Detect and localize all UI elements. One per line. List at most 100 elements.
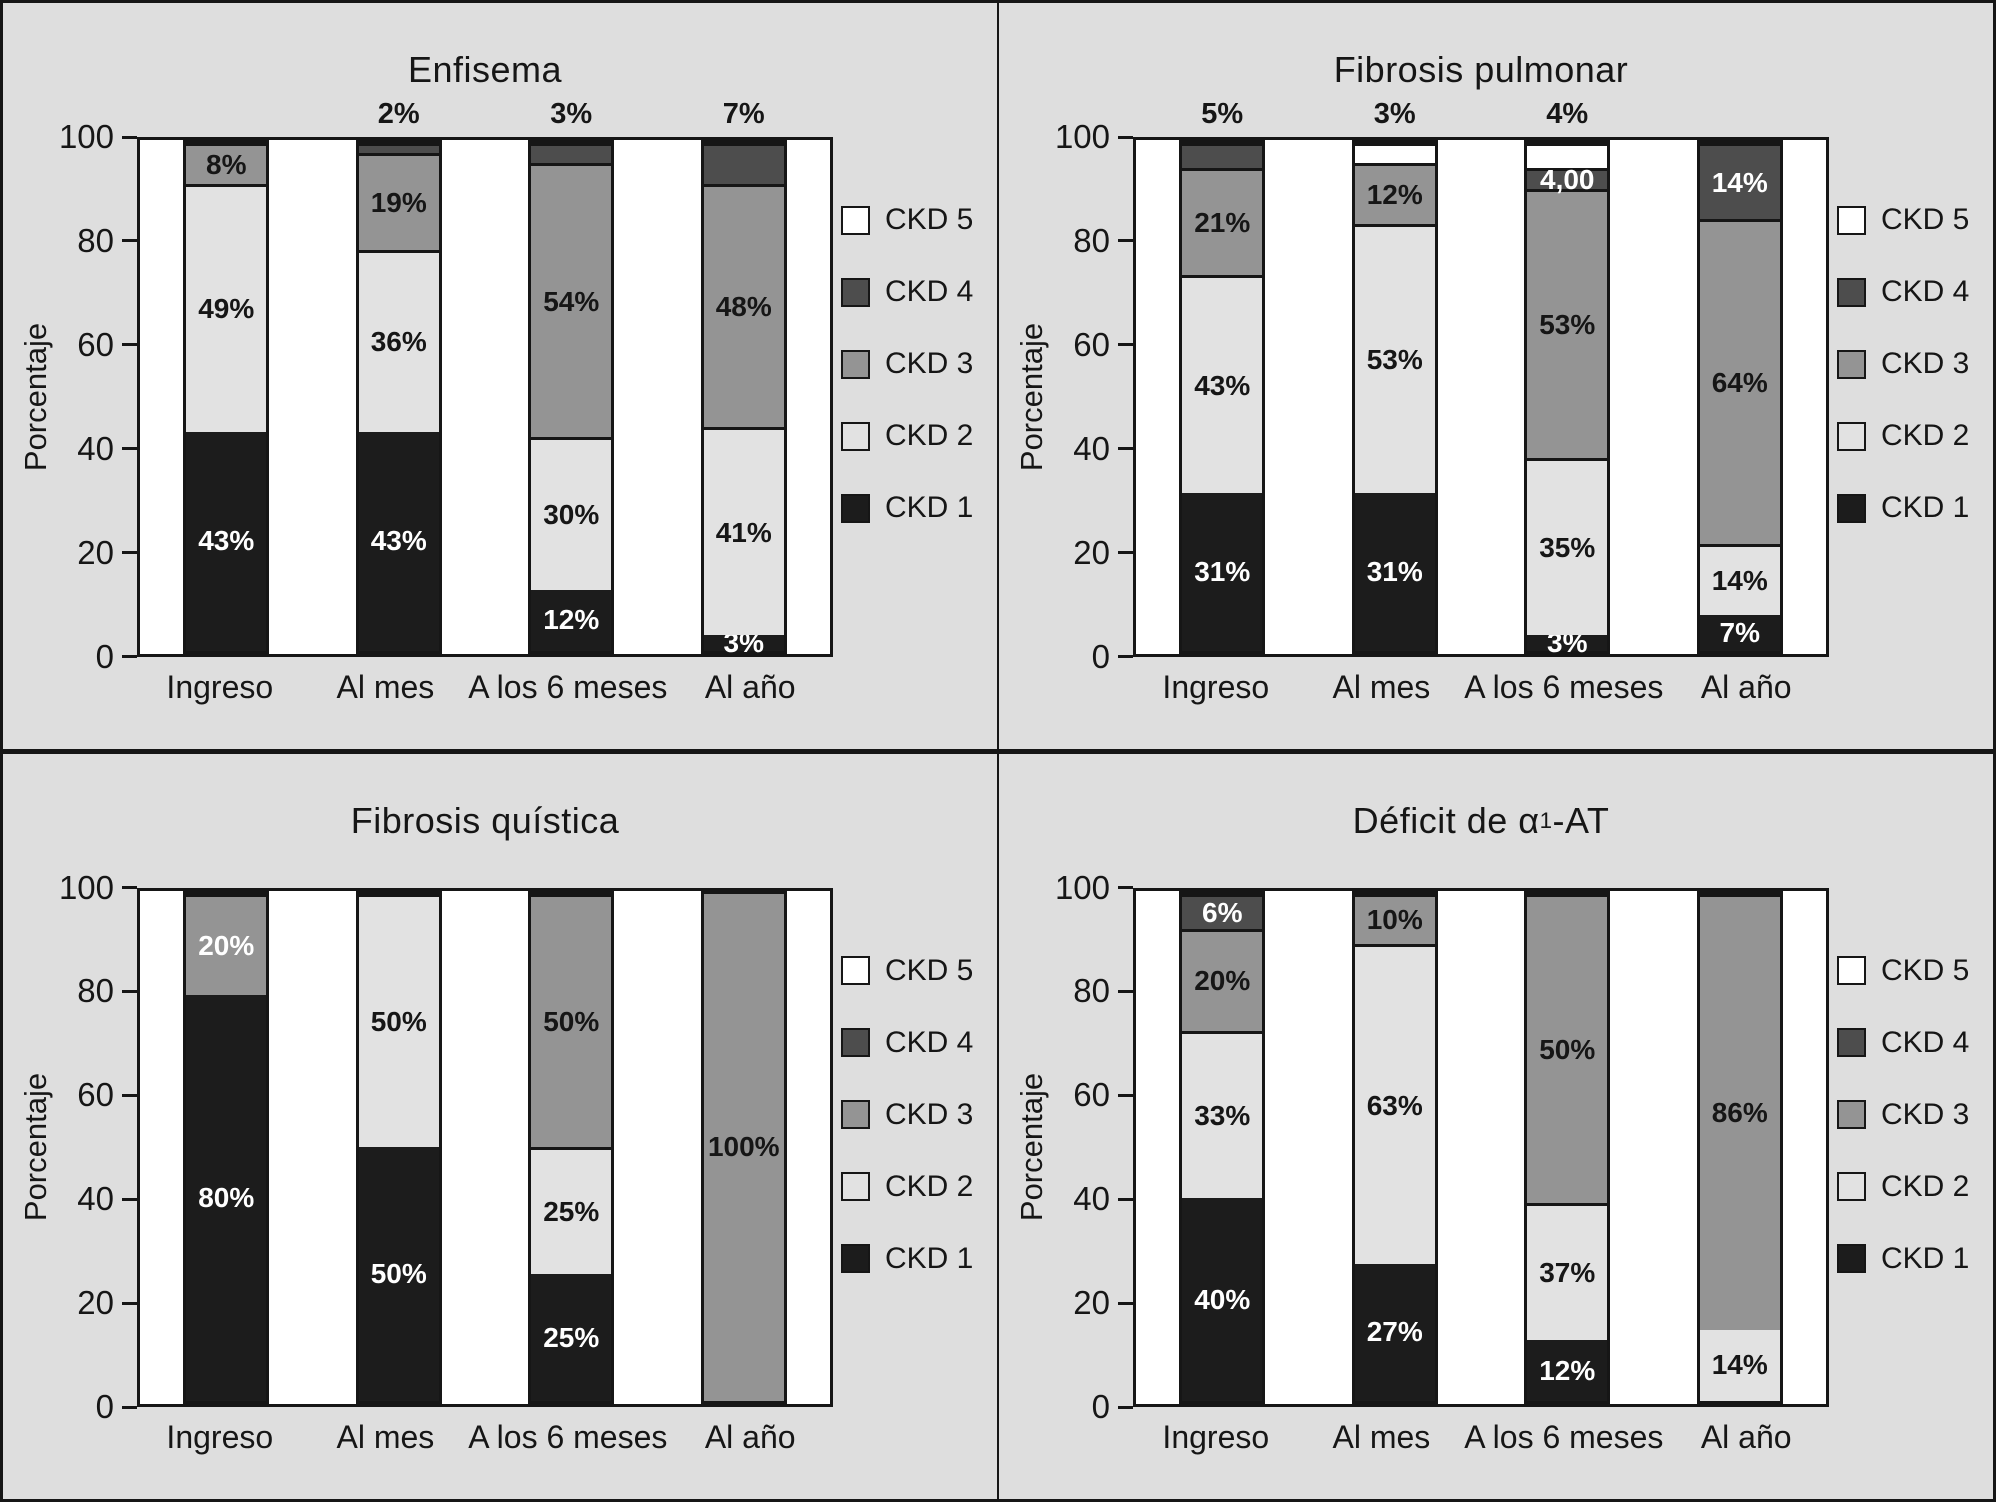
legend-label: CKD 1 — [885, 1241, 974, 1275]
legend-item: CKD 5 — [841, 203, 973, 237]
bar-segment-ckd1: 31% — [1354, 493, 1435, 651]
y-tick-mark — [122, 886, 137, 889]
legend-label: CKD 5 — [885, 953, 974, 987]
legend-label: CKD 3 — [1881, 347, 1970, 380]
segment-label: 43% — [198, 525, 255, 557]
y-tick-label: 60 — [77, 1076, 114, 1114]
y-tick-mark — [1118, 886, 1133, 889]
y-tick: 20 — [77, 534, 137, 572]
y-tick-label: 40 — [1073, 429, 1110, 467]
bar-segment-ckd2: 30% — [531, 437, 612, 590]
legend-swatch-ckd2 — [1837, 1172, 1866, 1201]
x-axis-labels: Ingreso Al mes A los 6 meses Al año — [137, 1407, 833, 1499]
stacked-bar: 7% 14% 64% 14% — [1696, 140, 1783, 654]
y-tick: 0 — [96, 1388, 137, 1426]
x-axis-label: Al año — [704, 1419, 796, 1455]
bar-slot: 31% 53% 12% 3% — [1309, 98, 1482, 654]
segment-label: 20% — [198, 929, 255, 961]
stacked-bar: 12% 30% 54% 3% — [528, 98, 615, 654]
legend-item: CKD 4 — [841, 1026, 973, 1060]
x-axis-labels: Ingreso Al mes A los 6 meses Al año — [1133, 657, 1829, 749]
bar-slot: 31% 43% 21% 5% — [1136, 98, 1309, 654]
segment-label: 43% — [1194, 369, 1251, 401]
y-tick-mark — [122, 1093, 137, 1097]
y-tick: 40 — [1073, 1180, 1133, 1218]
legend-item: CKD 3 — [841, 347, 973, 381]
plot-area: 31% 43% 21% 5% 31% 53% 12% 3% 3% 35% 53% 4,00 4% 7% 14… — [1133, 98, 1829, 657]
y-tick-label: 100 — [58, 118, 114, 155]
legend-item: CKD 4 — [1837, 275, 1969, 309]
legend-item: CKD 2 — [841, 419, 973, 453]
legend-label: CKD 3 — [885, 347, 974, 380]
x-axis-label: Ingreso — [166, 1419, 274, 1455]
y-axis-label: Porcentaje — [18, 1073, 53, 1222]
legend-swatch-ckd3 — [841, 1100, 870, 1129]
y-tick-mark — [1118, 447, 1133, 451]
x-axis-label: Al mes — [336, 1419, 435, 1455]
stacked-bar: 27% 63% 10% — [1351, 890, 1438, 1404]
legend-swatch-ckd4 — [841, 277, 870, 307]
bar-segment-ckd1: 12% — [531, 589, 612, 651]
segment-label: 3% — [723, 626, 764, 658]
bar-segment-ckd3: 8% — [186, 143, 267, 184]
legend-item: CKD 3 — [1837, 1098, 1969, 1132]
segment-label: 33% — [1194, 1099, 1251, 1131]
y-tick-label: 60 — [1073, 325, 1110, 363]
segment-label: 8% — [206, 148, 247, 180]
y-tick-mark — [1118, 655, 1133, 658]
bar-slot: 12% 30% 54% 3% — [485, 98, 658, 654]
bar-segment-ckd2: 25% — [531, 1147, 612, 1275]
x-axis-label: A los 6 meses — [1464, 1419, 1664, 1455]
legend-item: CKD 4 — [1837, 1026, 1969, 1060]
y-tick: 60 — [77, 326, 137, 364]
segment-label: 50% — [370, 1258, 427, 1290]
bar-segment-ckd2: 14% — [1699, 1329, 1780, 1401]
legend-label: CKD 2 — [885, 1169, 974, 1203]
y-tick-label: 80 — [77, 972, 114, 1010]
y-tick-label: 40 — [1073, 1180, 1110, 1218]
bar-segment-ckd4 — [358, 143, 439, 154]
y-tick: 20 — [77, 1284, 137, 1322]
stacked-bar: 80% 20% — [183, 890, 270, 1404]
segment-label: 100% — [707, 1131, 780, 1163]
segment-label: 31% — [1366, 555, 1423, 587]
y-tick-label: 40 — [77, 429, 114, 467]
bar-segment-ckd4 — [703, 143, 784, 184]
y-tick: 20 — [1073, 1284, 1133, 1322]
y-tick-label: 20 — [77, 533, 114, 571]
segment-label: 50% — [1539, 1033, 1596, 1065]
segment-label: 41% — [715, 516, 772, 548]
stacked-bar: 50% 50% — [355, 890, 442, 1404]
panel-title: Enfisema — [407, 49, 563, 90]
legend-label: CKD 1 — [1881, 1241, 1970, 1275]
legend: CKD 5 CKD 4 CKD 3 CKD 2 CKD 1 — [1829, 137, 1993, 657]
legend-swatch-ckd3 — [841, 349, 870, 379]
y-tick: 0 — [1092, 638, 1133, 676]
segment-label: 86% — [1711, 1097, 1768, 1129]
segment-label: 25% — [543, 1321, 600, 1353]
y-axis-label: Porcentaje — [1014, 1073, 1049, 1222]
segment-label: 50% — [370, 1005, 427, 1037]
y-tick-mark — [1118, 1405, 1133, 1409]
bar-segment-ckd5 — [1354, 143, 1435, 164]
x-axis-label: Al mes — [1332, 668, 1431, 705]
bar-segment-ckd1: 3% — [1527, 628, 1608, 657]
y-tick-mark — [1118, 989, 1133, 993]
legend-item: CKD 3 — [1837, 347, 1969, 381]
legend-swatch-ckd2 — [1837, 421, 1866, 451]
legend-label: CKD 5 — [885, 203, 974, 236]
y-tick-label: 100 — [1054, 868, 1110, 906]
bar-slot: 27% 63% 10% — [1309, 890, 1482, 1404]
y-tick-label: 0 — [95, 637, 114, 675]
segment-label: 49% — [198, 293, 255, 325]
bar-segment-ckd1: 43% — [358, 432, 439, 651]
bar-slot: 43% 49% 8% — [140, 140, 313, 654]
legend-swatch-ckd5 — [1837, 205, 1866, 235]
segment-label: 54% — [543, 285, 600, 317]
y-tick-label: 20 — [77, 1284, 114, 1322]
y-tick: 20 — [1073, 534, 1133, 572]
bar-slot: 25% 25% 50% — [485, 890, 658, 1404]
bar-segment-ckd3: 54% — [531, 163, 612, 438]
legend: CKD 5 CKD 4 CKD 3 CKD 2 CKD 1 — [833, 137, 997, 657]
